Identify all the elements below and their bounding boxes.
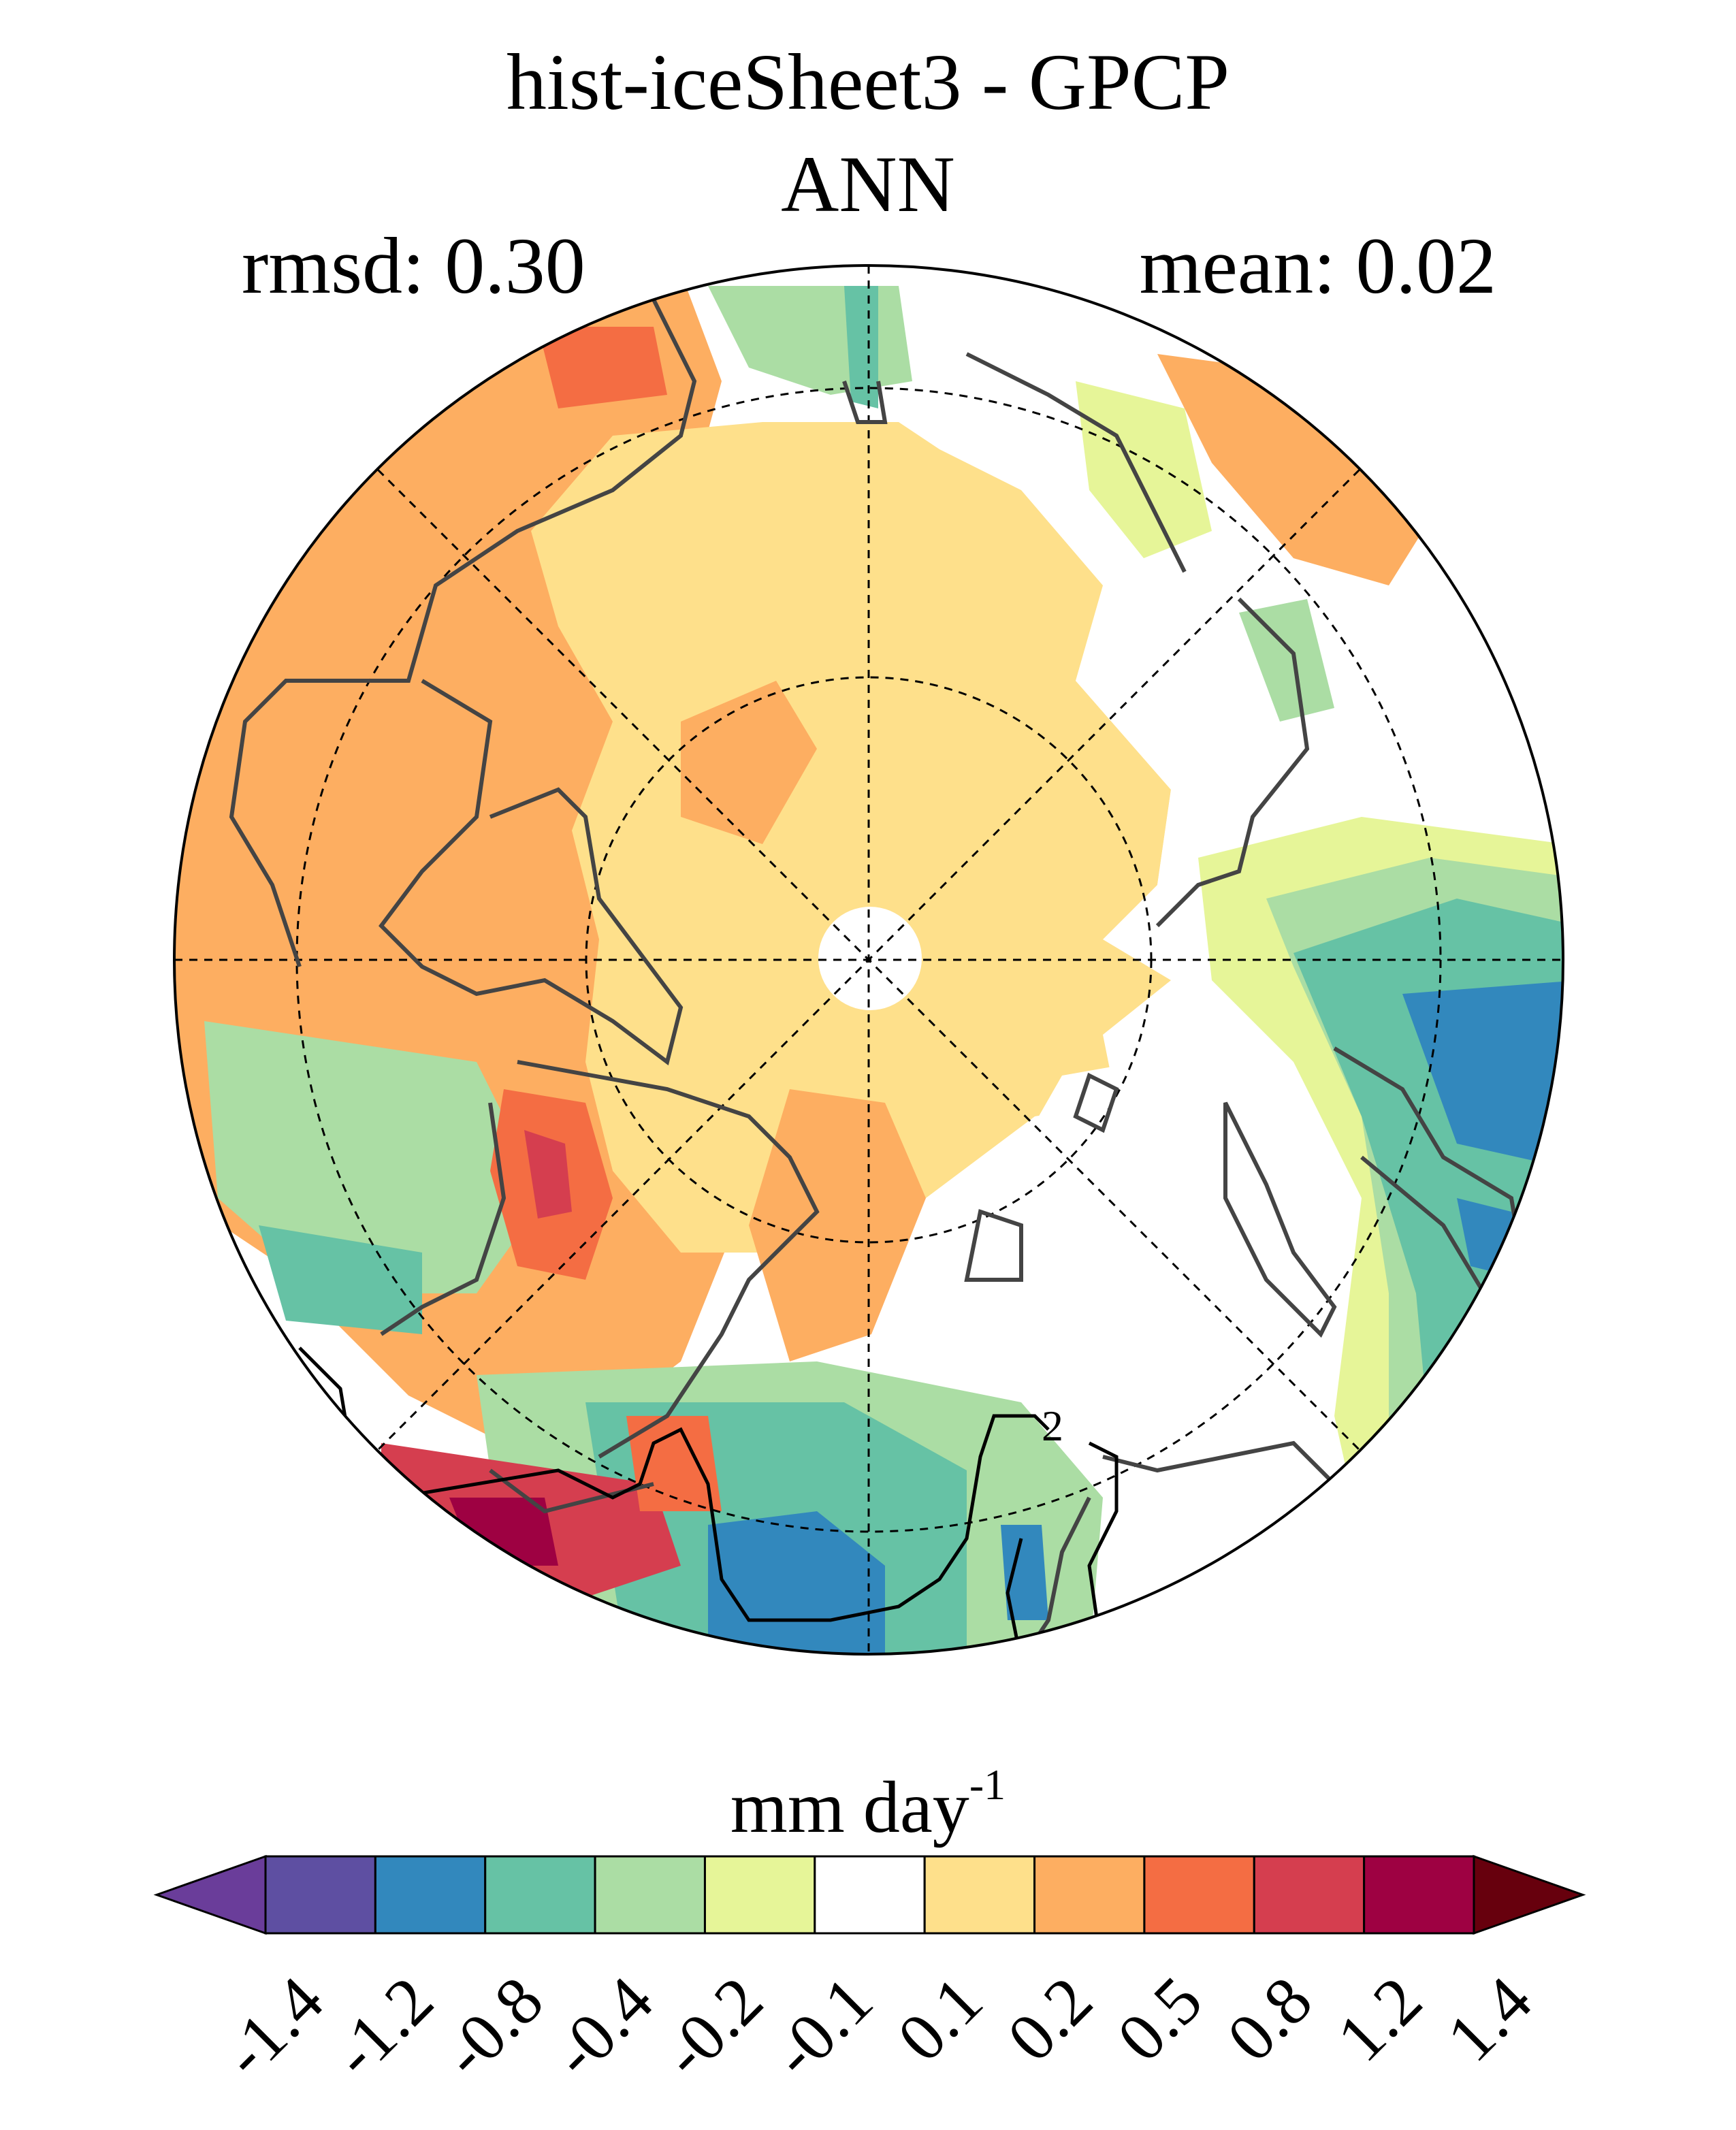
colorbar-box bbox=[484, 1855, 596, 1935]
colorbar-ticks: -1.4-1.2-0.8-0.4-0.2-0.10.10.20.50.81.21… bbox=[208, 1962, 1545, 2091]
region-neg1-northeast bbox=[1076, 381, 1212, 558]
region-neg4-south-small bbox=[1001, 1525, 1048, 1620]
colorbar-box bbox=[814, 1855, 926, 1935]
map-boundary bbox=[173, 264, 1564, 1656]
colorbar-tick-label: 0.2 bbox=[993, 1962, 1107, 2076]
mean-stat: mean: 0.02 bbox=[1139, 221, 1496, 310]
region-neg3-southwest bbox=[259, 1225, 422, 1334]
rmsd-stat: rmsd: 0.30 bbox=[242, 221, 585, 310]
colorbar-box bbox=[1363, 1855, 1475, 1935]
colorbar-units: mm day-1 bbox=[0, 1763, 1736, 1845]
colorbar-tick-label: -1.4 bbox=[208, 1962, 337, 2091]
colorbar-tick-label: 0.8 bbox=[1212, 1962, 1326, 2076]
precipitation-field bbox=[174, 265, 1563, 1654]
region-neg2-southwest bbox=[204, 1021, 545, 1293]
colorbar-box bbox=[1253, 1855, 1366, 1935]
colorbar-tick-label: 1.2 bbox=[1323, 1962, 1436, 2076]
colorbar-tick-label: 1.4 bbox=[1432, 1962, 1546, 2076]
region-zero-south bbox=[953, 1035, 1389, 1402]
colorbar-tick-label: -0.2 bbox=[647, 1962, 777, 2091]
polar-map: 2 bbox=[173, 264, 1564, 1656]
region-pos2-south bbox=[749, 1089, 926, 1361]
colorbar-over-arrow bbox=[1473, 1854, 1586, 1935]
colorbar-box bbox=[923, 1855, 1036, 1935]
map-subtitle: ANN bbox=[781, 140, 955, 229]
region-neg4-east bbox=[1402, 980, 1563, 1171]
region-neg4-south bbox=[708, 1511, 885, 1654]
units-exponent: -1 bbox=[969, 1760, 1006, 1809]
units-base: mm day bbox=[730, 1767, 969, 1848]
colorbar-tick-label: -0.4 bbox=[538, 1962, 667, 2091]
colorbar-tick-label: 0.5 bbox=[1103, 1962, 1217, 2076]
colorbar-tick-label: 0.1 bbox=[883, 1962, 997, 2076]
colorbar-box bbox=[703, 1855, 816, 1935]
colorbar-tick-label: -1.2 bbox=[318, 1962, 447, 2091]
region-neg2-northeast bbox=[1239, 599, 1334, 722]
region-pos1-central bbox=[531, 422, 1171, 1253]
region-pos3-south bbox=[626, 1416, 722, 1511]
region-pos2-inner bbox=[681, 681, 817, 844]
region-pos4-northwest bbox=[538, 327, 667, 408]
colorbar-under-arrow bbox=[153, 1854, 267, 1935]
graticule bbox=[174, 265, 1563, 1654]
map-title: hist-iceSheet3 - GPCP bbox=[507, 37, 1229, 127]
colorbar-box bbox=[374, 1855, 487, 1935]
contour-label: 2 bbox=[1042, 1402, 1063, 1450]
coastlines bbox=[229, 298, 1528, 1654]
colorbar-box bbox=[1143, 1855, 1255, 1935]
colorbar-box bbox=[594, 1855, 706, 1935]
region-pos4-greenland bbox=[524, 1130, 572, 1219]
colorbar-tick-label: -0.8 bbox=[428, 1962, 557, 2091]
colorbar-tick-label: -0.1 bbox=[757, 1962, 886, 2091]
colorbar-box bbox=[1033, 1855, 1146, 1935]
colorbar-boxes bbox=[153, 1854, 1586, 1935]
colorbar-box bbox=[264, 1855, 376, 1935]
